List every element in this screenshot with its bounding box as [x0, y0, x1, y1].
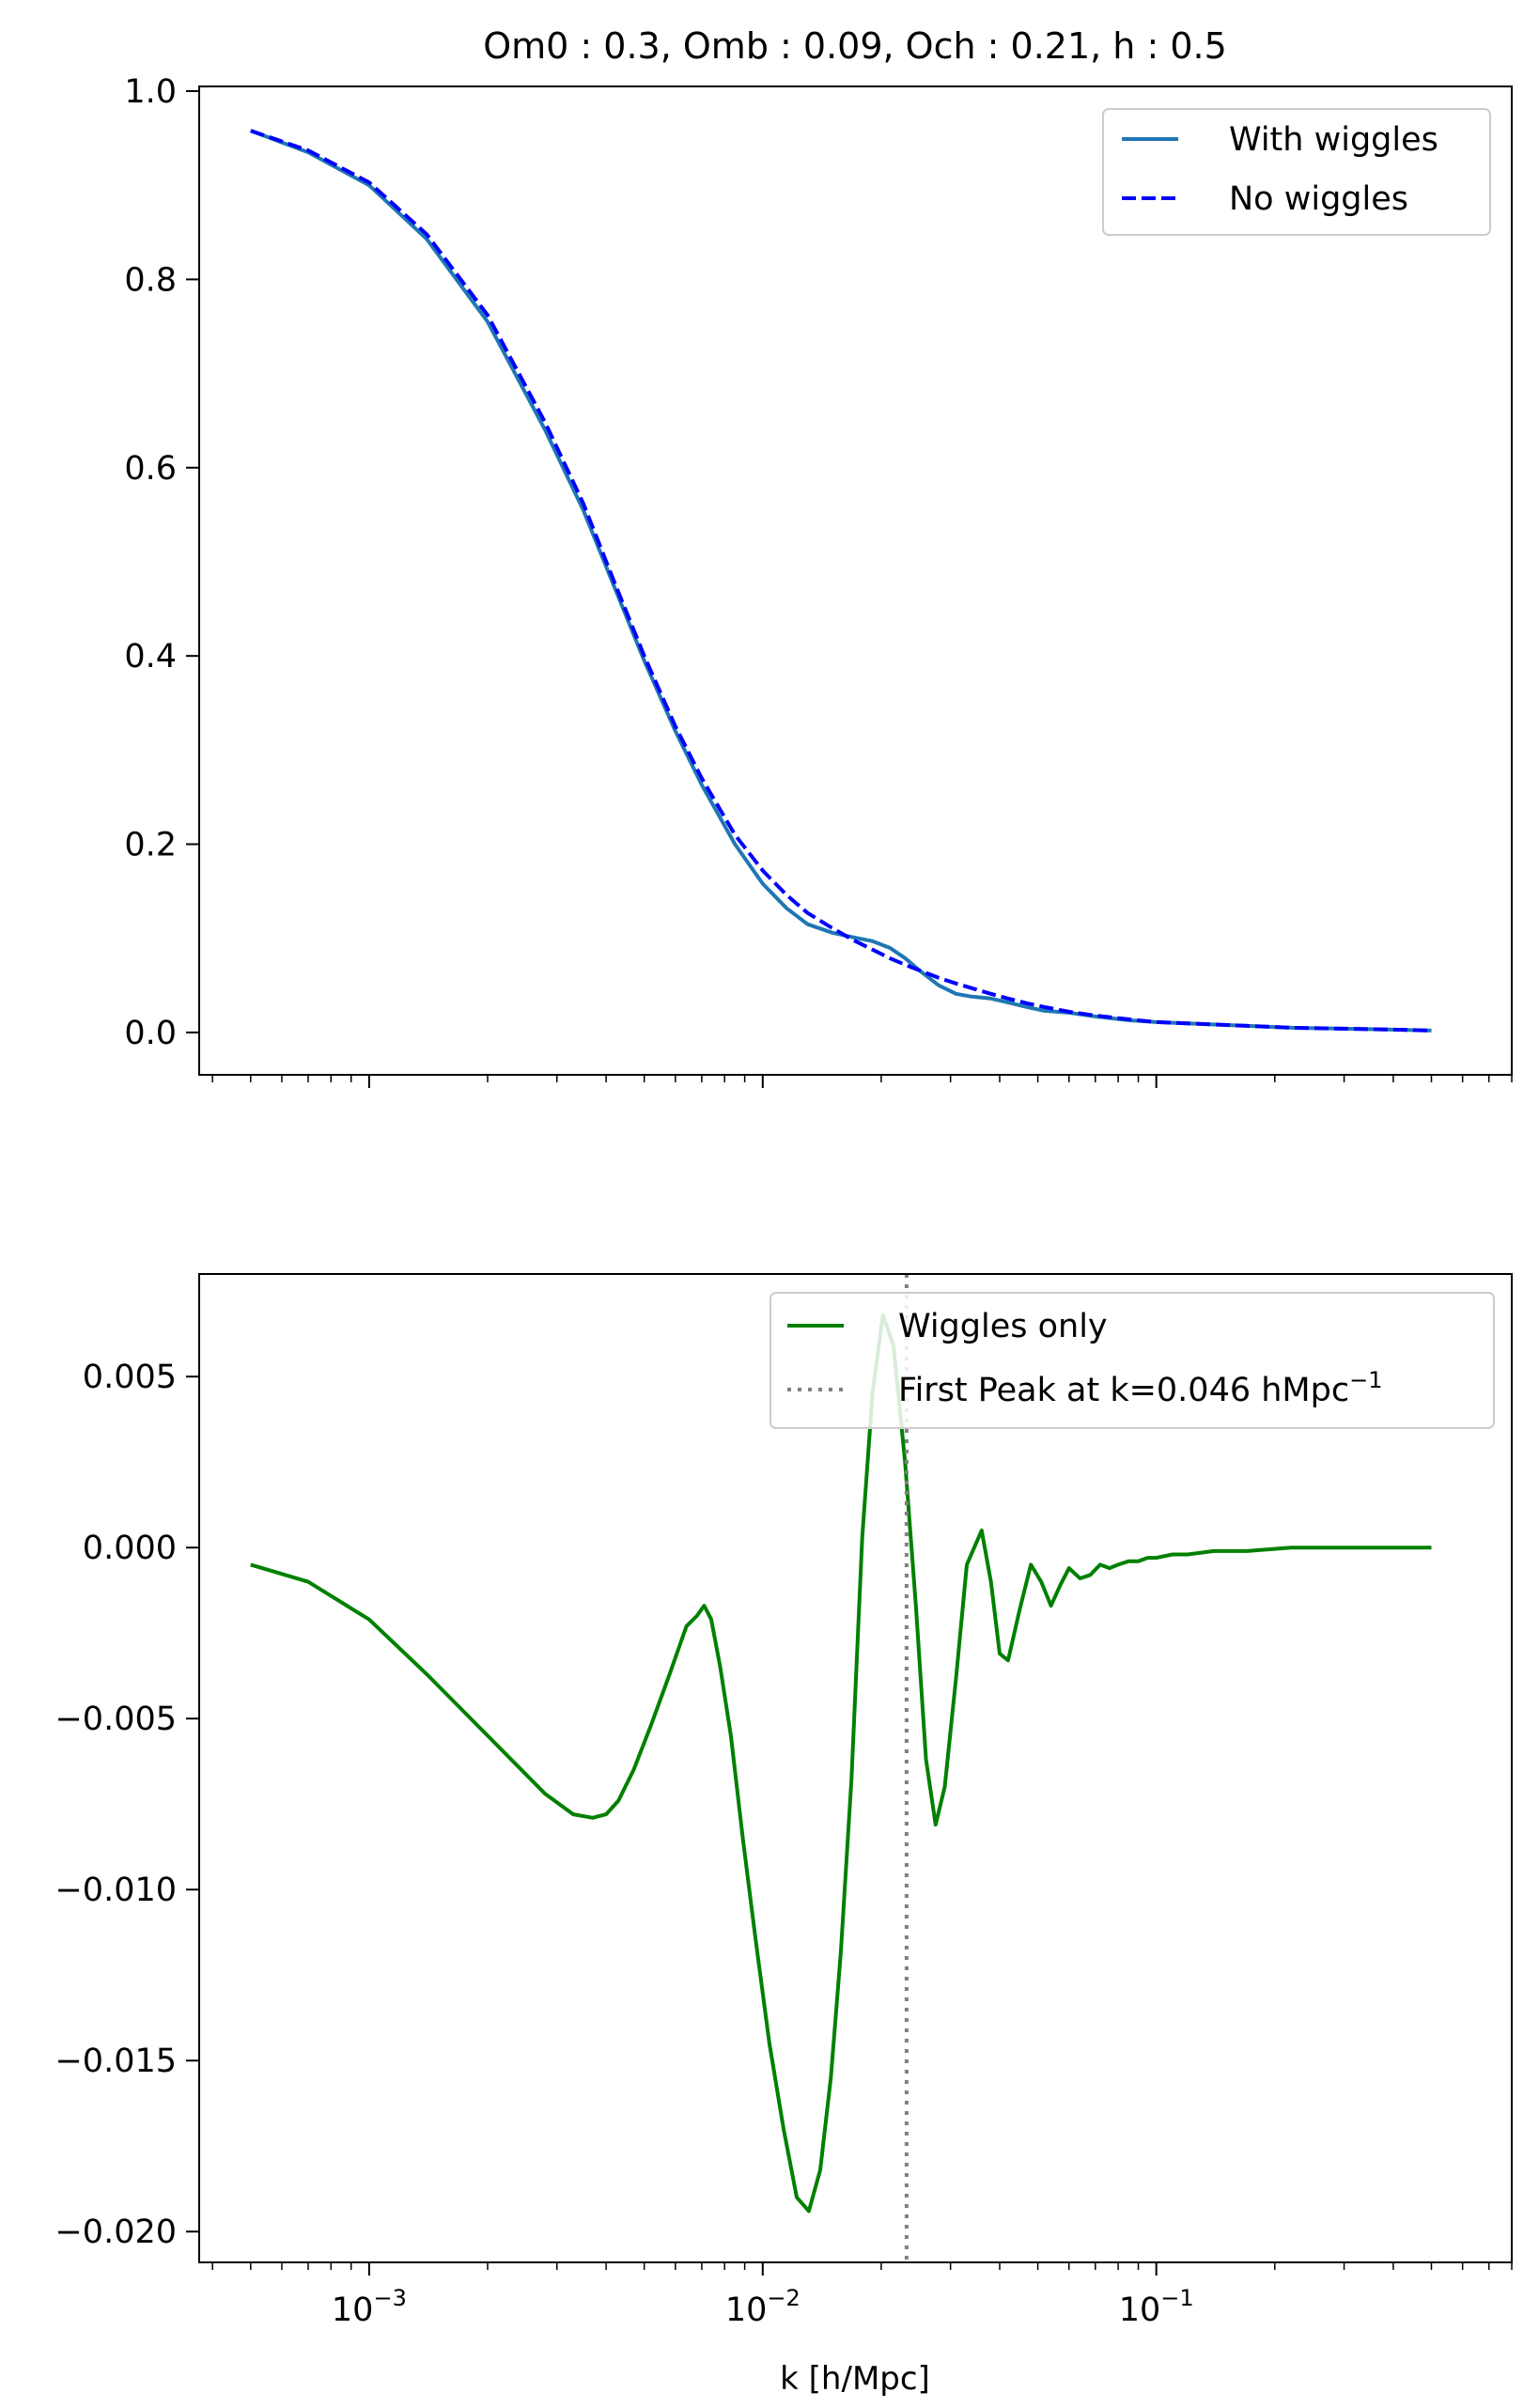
y-tick-label: 0.000: [83, 1530, 177, 1567]
top-y-ticks: 0.0 0.2 0.4 0.6 0.8 1.0: [124, 73, 199, 1052]
y-tick-label: −0.015: [54, 2043, 177, 2080]
bottom-panel-frame: [198, 1273, 1513, 2263]
y-tick-label: 0.005: [83, 1359, 177, 1396]
first-peak-label-superscript: −1: [1349, 1367, 1382, 1393]
x-tick-label: 10−1: [1119, 2285, 1194, 2329]
y-tick-label: −0.005: [54, 1701, 177, 1738]
x-tick-label: 10−3: [332, 2285, 407, 2329]
top-series-layer: [250, 129, 1432, 1033]
bottom-panel: 10−3 10−2 10−1 0.0050.000−0.005−0.010−0.01…: [54, 1273, 1513, 2329]
y-tick-label: 0.8: [124, 261, 177, 299]
top-legend: With wiggles No wiggles: [1102, 108, 1491, 236]
legend-label-with-wiggles: With wiggles: [1229, 121, 1438, 159]
legend-label-wiggles-only: Wiggles only: [898, 1308, 1108, 1345]
top-panel-plot-area: [199, 86, 1512, 1075]
y-tick-label: 0.2: [124, 827, 177, 864]
bottom-y-ticks: 0.005 0.000 −0.005 −0.010 −0.015 −0.020: [54, 1359, 199, 2251]
bottom-panel-plot-area: [199, 1274, 1512, 2262]
x-tick-label-base: 10: [1119, 2291, 1161, 2329]
top-panel: 0.0 0.2 0.4 0.6 0.8 1.0 With wiggles No wiggl…: [124, 73, 1513, 1088]
x-tick-label-base: 10: [725, 2291, 768, 2329]
legend-label-no-wiggles: No wiggles: [1229, 180, 1408, 218]
series-line-no-wiggles: [250, 129, 1432, 1033]
top-legend-box: [1102, 108, 1491, 236]
bottom-legend: Wiggles only First Peak at k=0.046 hMpc−…: [770, 1292, 1495, 1429]
x-axis-label: k [h/Mpc]: [780, 2360, 930, 2398]
x-tick-label-exponent: −3: [373, 2285, 406, 2311]
series-line-with-wiggles: [250, 129, 1432, 1033]
x-tick-label-exponent: −2: [767, 2285, 800, 2311]
y-tick-label: 0.0: [124, 1015, 177, 1052]
y-tick-label: 0.4: [124, 638, 177, 676]
top-panel-frame: [198, 85, 1513, 1076]
y-tick-label: 0.6: [124, 450, 177, 488]
bottom-x-ticks: 10−3 10−2 10−1: [211, 2262, 1513, 2329]
y-tick-label: 1.0: [124, 73, 177, 111]
figure-title: Om0 : 0.3, Omb : 0.09, Och : 0.21, h : 0…: [483, 25, 1227, 67]
top-x-ticks: [211, 1075, 1513, 1088]
legend-label-first-peak: First Peak at k=0.046 hMpc−1: [898, 1367, 1382, 1409]
y-tick-label: −0.010: [54, 1872, 177, 1909]
x-tick-label-exponent: −1: [1160, 2285, 1193, 2311]
first-peak-label-main: First Peak at k=0.046 hMpc: [898, 1372, 1349, 1409]
x-tick-label: 10−2: [725, 2285, 801, 2329]
x-tick-label-base: 10: [332, 2291, 374, 2329]
bottom-series-layer: [250, 1274, 1432, 2262]
bottom-legend-box: [770, 1292, 1495, 1429]
y-tick-label: −0.020: [54, 2214, 177, 2251]
